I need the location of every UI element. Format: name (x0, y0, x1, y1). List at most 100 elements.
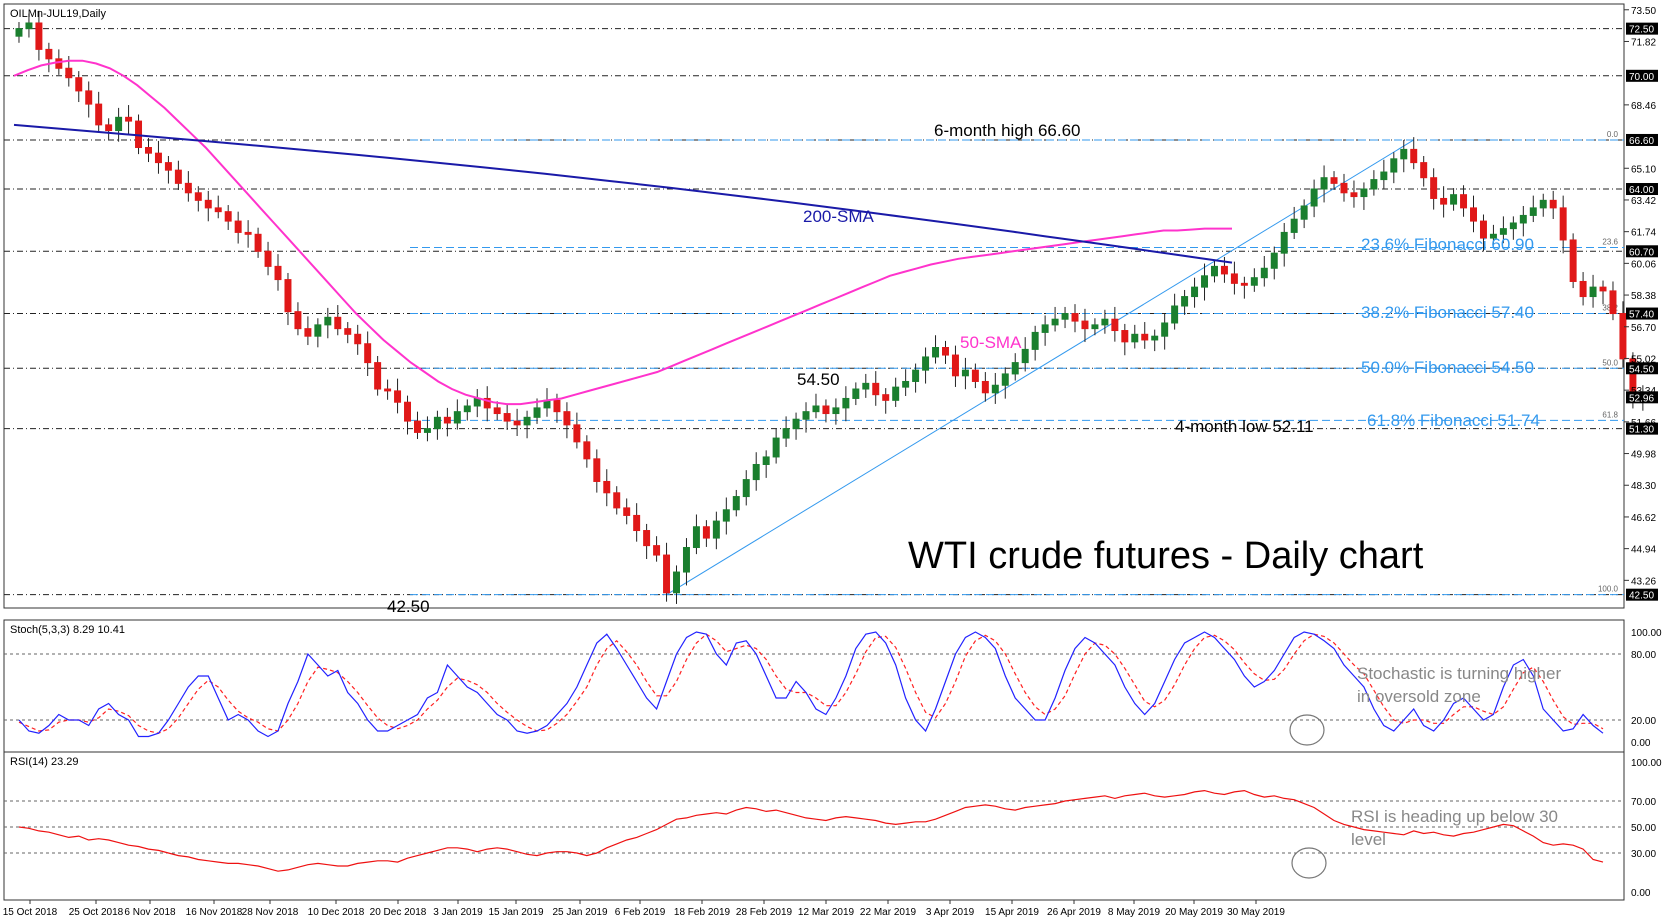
annotation-42-50: 42.50 (387, 597, 430, 616)
candle-103 (1041, 315, 1049, 346)
candle-57 (583, 435, 591, 468)
candle-49 (503, 404, 511, 430)
candle-19 (204, 190, 212, 222)
candle-41 (423, 416, 431, 442)
candle-128 (1290, 206, 1298, 240)
candle-154 (1549, 190, 1557, 220)
candle-17 (184, 171, 192, 202)
candle-137 (1380, 159, 1388, 189)
candle-11 (125, 105, 133, 135)
candle-145 (1460, 185, 1468, 217)
x-tick-19: 20 May 2019 (1165, 907, 1223, 918)
candle-107 (1081, 308, 1089, 343)
price-tick-16: 43.26 (1631, 576, 1656, 587)
fib-pct-0: 0.0 (1607, 130, 1619, 139)
candle-34 (354, 324, 362, 355)
price-tick-5: 61.74 (1631, 228, 1656, 239)
candle-77 (782, 416, 790, 447)
candle-151 (1519, 206, 1527, 237)
candle-59 (603, 469, 611, 507)
candle-44 (453, 399, 461, 430)
svg-text:70.00: 70.00 (1629, 72, 1654, 83)
candle-2 (35, 10, 43, 61)
stochastic-tick-0: 100.00 (1631, 628, 1662, 639)
candle-141 (1420, 156, 1428, 187)
price-tick-13: 48.30 (1631, 481, 1656, 492)
price-tick-2: 68.46 (1631, 101, 1656, 112)
price-tick-9: 55.02 (1631, 354, 1656, 365)
stochastic-tick-1: 80.00 (1631, 650, 1656, 661)
candle-80 (812, 393, 820, 419)
candle-117 (1181, 289, 1189, 315)
fib-pct-3: 50.0 (1602, 358, 1618, 367)
candle-76 (772, 428, 780, 464)
candle-100 (1011, 353, 1019, 381)
candle-47 (483, 386, 491, 422)
candle-50 (513, 408, 521, 436)
candle-139 (1400, 139, 1408, 173)
candle-99 (1001, 367, 1009, 399)
candle-88 (892, 377, 900, 407)
stochastic-commentary-line2: in oversold zone (1357, 687, 1481, 706)
candle-102 (1031, 325, 1039, 361)
candle-60 (613, 486, 621, 515)
candle-92 (932, 335, 940, 364)
candle-112 (1131, 324, 1139, 349)
candle-123 (1240, 276, 1248, 299)
candle-95 (961, 357, 969, 390)
candle-105 (1061, 306, 1069, 329)
candle-75 (762, 450, 770, 478)
candle-15 (164, 156, 172, 184)
candle-89 (902, 369, 910, 396)
rsi-tick-1: 70.00 (1631, 797, 1656, 808)
candle-130 (1310, 179, 1318, 218)
candle-115 (1161, 313, 1169, 350)
candle-150 (1509, 216, 1517, 240)
candle-97 (981, 372, 989, 402)
price-tick-0: 73.50 (1631, 6, 1656, 17)
candle-67 (682, 538, 690, 586)
rsi-tick-0: 100.00 (1631, 758, 1662, 769)
candle-63 (643, 523, 651, 560)
rsi-tick-2: 50.00 (1631, 823, 1656, 834)
candle-142 (1430, 168, 1438, 210)
candle-149 (1499, 216, 1507, 244)
candle-32 (334, 305, 342, 336)
candle-134 (1350, 180, 1358, 208)
candle-122 (1230, 261, 1238, 295)
candle-108 (1091, 318, 1099, 336)
candle-65 (663, 542, 671, 602)
price-highlight-1: 70.00 (1626, 69, 1658, 83)
candle-25 (264, 241, 272, 276)
candle-104 (1051, 306, 1059, 332)
stochastic-tick-3: 0.00 (1631, 738, 1651, 749)
candle-143 (1440, 186, 1448, 218)
fib-label-38-2: 38.2% Fibonacci 57.40 (1361, 303, 1534, 322)
price-tick-7: 58.38 (1631, 291, 1656, 302)
candle-101 (1021, 337, 1029, 372)
candle-106 (1071, 304, 1079, 333)
candle-21 (224, 205, 232, 230)
candle-0 (15, 22, 23, 43)
candle-78 (792, 412, 800, 440)
price-highlight-5: 57.40 (1626, 307, 1658, 321)
fib-label-61-8: 61.8% Fibonacci 51.74 (1367, 411, 1540, 430)
x-tick-1: 25 Oct 2018 (69, 907, 124, 918)
candle-1 (25, 13, 33, 38)
candle-29 (304, 316, 312, 346)
candle-43 (443, 407, 451, 437)
candle-138 (1390, 152, 1398, 184)
price-tick-3: 65.10 (1631, 164, 1656, 175)
candle-7 (85, 81, 93, 118)
rsi-commentary-line2: level (1351, 830, 1386, 849)
candle-31 (324, 307, 332, 339)
candle-36 (374, 356, 382, 396)
candle-18 (194, 186, 202, 212)
candle-20 (214, 195, 222, 219)
x-tick-2: 6 Nov 2018 (124, 907, 176, 918)
candle-33 (344, 322, 352, 344)
candle-157 (1579, 272, 1587, 306)
price-highlight-0: 72.50 (1626, 22, 1658, 36)
candle-69 (702, 520, 710, 547)
